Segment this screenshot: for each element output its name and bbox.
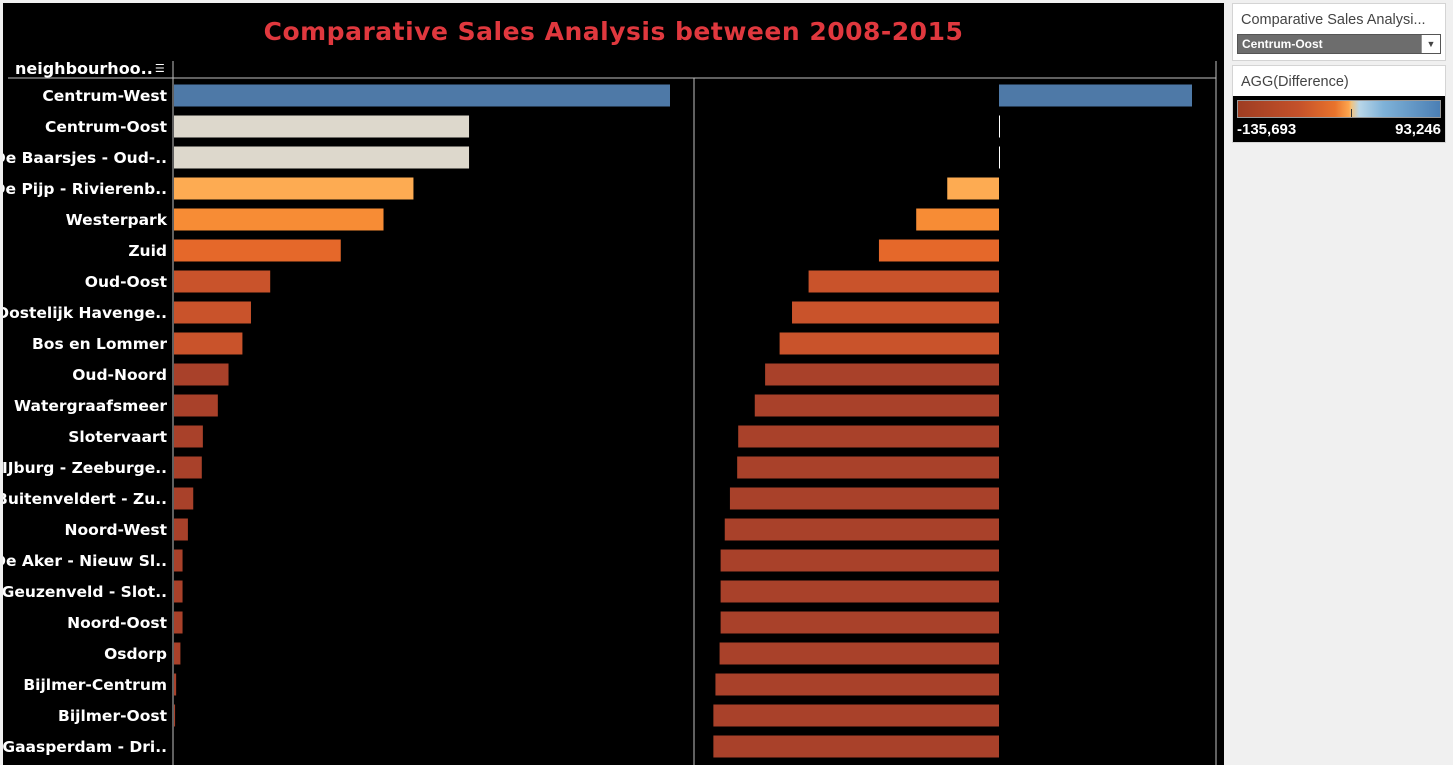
sales-bar[interactable]: [174, 270, 271, 293]
difference-bar[interactable]: [729, 487, 999, 510]
sales-bar[interactable]: [174, 239, 341, 262]
bar-chart: Centrum-West Centrum-Oost De Baarsjes - Ou…: [3, 61, 1217, 765]
sales-bar[interactable]: [174, 146, 470, 169]
row-label[interactable]: Bijlmer-Oost: [58, 707, 168, 725]
difference-bar[interactable]: [999, 115, 1000, 138]
sales-bar[interactable]: [174, 332, 243, 355]
row-label[interactable]: Slotervaart: [68, 428, 167, 446]
sales-bar[interactable]: [174, 84, 670, 107]
row-label[interactable]: Geuzenveld - Slot..: [3, 583, 167, 601]
legend-min-label: -135,693: [1237, 121, 1297, 138]
sales-bar[interactable]: [174, 642, 181, 665]
row-label[interactable]: De Aker - Nieuw Sl..: [3, 552, 167, 570]
difference-bar[interactable]: [715, 673, 999, 696]
row-label[interactable]: Centrum-West: [42, 87, 167, 105]
sales-bar[interactable]: [174, 208, 384, 231]
row-label[interactable]: De Pijp - Rivierenb..: [3, 180, 167, 198]
difference-bar[interactable]: [719, 642, 999, 665]
difference-bar[interactable]: [947, 177, 999, 200]
difference-bar[interactable]: [713, 735, 999, 758]
zero-tick: [1351, 109, 1353, 117]
filter-title: Comparative Sales Analysi...: [1241, 12, 1426, 28]
row-label[interactable]: Noord-Oost: [67, 614, 167, 632]
sales-bar[interactable]: [174, 704, 176, 727]
color-gradient-bar: [1237, 100, 1441, 118]
sales-bar[interactable]: [174, 177, 414, 200]
row-label[interactable]: Centrum-Oost: [45, 118, 168, 136]
difference-bar[interactable]: [999, 84, 1192, 107]
sales-bar[interactable]: [174, 394, 218, 417]
difference-bar[interactable]: [720, 549, 999, 572]
difference-bar[interactable]: [754, 394, 999, 417]
chart-area: Comparative Sales Analysis between 2008-…: [3, 3, 1224, 765]
legend-title: AGG(Difference): [1241, 74, 1349, 90]
difference-bar[interactable]: [724, 518, 999, 541]
sort-icon[interactable]: ☰: [154, 62, 165, 75]
sales-bar[interactable]: [174, 363, 229, 386]
difference-bar[interactable]: [999, 146, 1000, 169]
sales-bar[interactable]: [174, 115, 470, 138]
row-label[interactable]: Watergraafsmeer: [14, 397, 167, 415]
side-panel: Comparative Sales Analysi... Centrum-Oos…: [1232, 3, 1446, 147]
sales-bar[interactable]: [174, 456, 202, 479]
neighbourhood-select[interactable]: Centrum-Oost ▼: [1237, 34, 1441, 54]
legend-max-label: 93,246: [1395, 121, 1441, 138]
row-label[interactable]: Oud-Oost: [85, 273, 168, 291]
difference-bar[interactable]: [878, 239, 999, 262]
difference-bar[interactable]: [720, 611, 999, 634]
row-label[interactable]: Westerpark: [66, 211, 168, 229]
row-label[interactable]: Gaasperdam - Dri..: [3, 738, 167, 756]
sales-bar[interactable]: [174, 487, 194, 510]
difference-bar[interactable]: [738, 425, 999, 448]
sales-bar[interactable]: [174, 580, 183, 603]
row-label[interactable]: Oostelijk Havenge..: [3, 304, 167, 322]
sales-bar[interactable]: [174, 611, 183, 634]
difference-bar[interactable]: [792, 301, 999, 324]
row-label[interactable]: Buitenveldert - Zu..: [3, 490, 167, 508]
sales-bar[interactable]: [174, 673, 177, 696]
dimension-header-label: neighbourhoo..: [15, 59, 153, 78]
difference-bar[interactable]: [737, 456, 999, 479]
legend-body: -135,693 93,246: [1233, 96, 1445, 142]
row-label[interactable]: Zuid: [128, 242, 167, 260]
row-label[interactable]: Oud-Noord: [72, 366, 167, 384]
difference-bar[interactable]: [808, 270, 999, 293]
filter-card: Comparative Sales Analysi... Centrum-Oos…: [1232, 3, 1446, 61]
row-label[interactable]: De Baarsjes - Oud-..: [3, 149, 167, 167]
chart-title: Comparative Sales Analysis between 2008-…: [263, 17, 964, 46]
sales-bar[interactable]: [174, 518, 188, 541]
row-label[interactable]: Bos en Lommer: [32, 335, 167, 353]
row-label[interactable]: IJburg - Zeeburge..: [3, 459, 167, 477]
sales-bar[interactable]: [174, 549, 183, 572]
chevron-down-icon[interactable]: ▼: [1421, 35, 1440, 53]
sales-bar[interactable]: [174, 301, 251, 324]
select-value: Centrum-Oost: [1242, 37, 1323, 51]
difference-bar[interactable]: [765, 363, 999, 386]
difference-bar[interactable]: [720, 580, 999, 603]
difference-bar[interactable]: [779, 332, 999, 355]
sales-bar[interactable]: [174, 425, 203, 448]
dimension-header[interactable]: neighbourhoo.. ☰: [15, 59, 165, 78]
difference-bar[interactable]: [916, 208, 999, 231]
row-label[interactable]: Noord-West: [65, 521, 168, 539]
color-legend-card: AGG(Difference) -135,693 93,246: [1232, 65, 1446, 143]
row-label[interactable]: Bijlmer-Centrum: [23, 676, 167, 694]
row-label[interactable]: Osdorp: [104, 645, 167, 663]
difference-bar[interactable]: [713, 704, 999, 727]
